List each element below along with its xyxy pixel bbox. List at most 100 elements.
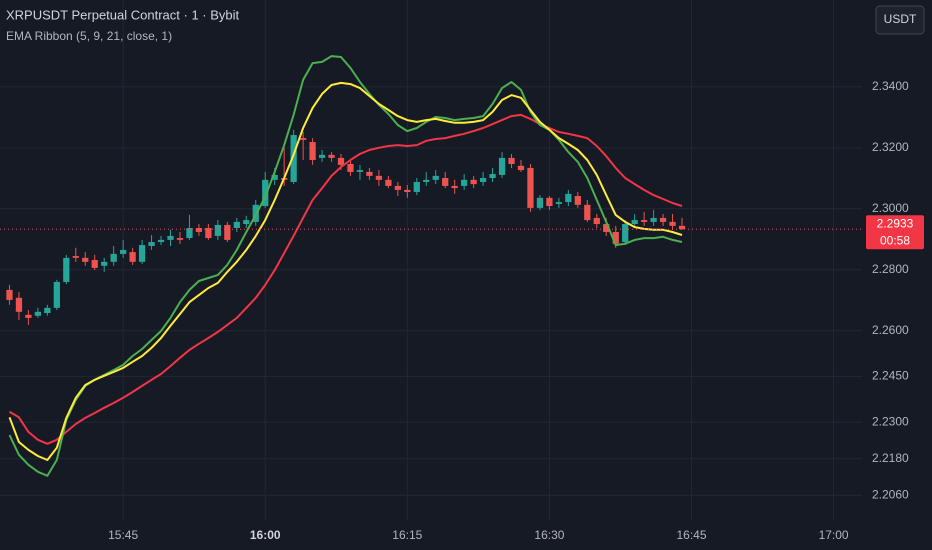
candle-body bbox=[6, 289, 13, 300]
candle-body bbox=[650, 217, 657, 222]
candle-body bbox=[82, 257, 89, 262]
candle-body bbox=[110, 253, 117, 262]
candle-body bbox=[262, 179, 269, 207]
candle-body bbox=[120, 249, 127, 254]
candle-body bbox=[148, 242, 155, 246]
candle-body bbox=[508, 157, 515, 164]
candle-body bbox=[53, 281, 60, 308]
candle-body bbox=[498, 157, 506, 175]
candle-body bbox=[63, 257, 70, 282]
candle-body bbox=[385, 179, 392, 186]
candle-body bbox=[214, 224, 221, 236]
x-tick-label: 16:45 bbox=[676, 528, 706, 542]
x-tick-label: 16:30 bbox=[534, 528, 564, 542]
candle-body bbox=[309, 142, 316, 161]
x-tick-label: 17:00 bbox=[819, 528, 849, 542]
candle-body bbox=[167, 235, 174, 240]
currency-button[interactable] bbox=[875, 5, 925, 35]
y-tick-label: 2.2600 bbox=[872, 323, 909, 337]
last-price-badge bbox=[866, 215, 924, 250]
price-axis bbox=[862, 0, 932, 550]
candle-body bbox=[318, 154, 326, 158]
candle-body bbox=[186, 227, 193, 239]
y-tick-label: 2.3400 bbox=[872, 79, 909, 93]
y-tick-label: 2.2180 bbox=[872, 451, 909, 465]
x-tick-label: 16:00 bbox=[250, 528, 281, 542]
candle-body bbox=[669, 221, 676, 226]
candle-body bbox=[659, 217, 667, 222]
candle-body bbox=[423, 179, 430, 182]
candle-body bbox=[72, 256, 79, 258]
candle-body bbox=[328, 154, 335, 158]
indicator-legend: EMA Ribbon (5, 9, 21, close, 1) bbox=[6, 29, 172, 43]
candle-body bbox=[546, 197, 553, 207]
ema-line bbox=[8, 81, 683, 461]
candle-body bbox=[337, 157, 345, 165]
price-axis-corner bbox=[862, 520, 932, 550]
x-tick-label: 15:45 bbox=[108, 528, 138, 542]
chart-title: XRPUSDT Perpetual Contract · 1 · Bybit bbox=[6, 7, 240, 22]
candle-body bbox=[176, 238, 184, 240]
candle-body bbox=[574, 195, 581, 205]
candle-body bbox=[489, 174, 496, 179]
candle-body bbox=[347, 163, 354, 172]
candle-body bbox=[442, 178, 449, 186]
candle-body bbox=[101, 261, 108, 266]
candle-body bbox=[565, 193, 572, 203]
candle-body bbox=[517, 165, 525, 171]
x-tick-label: 16:15 bbox=[392, 528, 422, 542]
candle-body bbox=[138, 245, 146, 262]
candle-body bbox=[375, 175, 383, 180]
candle-body bbox=[527, 167, 534, 208]
y-tick-label: 2.2450 bbox=[872, 369, 909, 383]
candle-body bbox=[479, 178, 487, 182]
candle-body bbox=[641, 220, 648, 222]
candle-body bbox=[593, 217, 600, 225]
candle-body bbox=[195, 227, 203, 232]
candle-body bbox=[15, 297, 23, 312]
candle-body bbox=[233, 221, 240, 228]
y-tick-label: 2.2060 bbox=[872, 487, 909, 501]
ema-line bbox=[8, 113, 683, 445]
candle-body bbox=[25, 314, 32, 318]
candle-body bbox=[205, 227, 212, 239]
y-tick-label: 2.2800 bbox=[872, 262, 909, 276]
candle-body bbox=[34, 311, 42, 316]
countdown-label: 00:58 bbox=[880, 233, 910, 247]
candle-body bbox=[461, 179, 468, 186]
candle-body bbox=[243, 220, 250, 225]
candle-body bbox=[356, 170, 364, 172]
candle-body bbox=[470, 179, 477, 185]
candle-body bbox=[603, 224, 610, 232]
candle-body bbox=[413, 181, 420, 193]
candle-body bbox=[44, 307, 51, 314]
candle-body bbox=[129, 252, 136, 262]
y-tick-label: 2.3200 bbox=[872, 140, 909, 154]
candle-body bbox=[432, 175, 439, 180]
candle-body bbox=[290, 135, 297, 182]
candle-body bbox=[612, 231, 619, 244]
currency-button-label[interactable]: USDT bbox=[884, 12, 917, 26]
axes: 2.3400 2.3200 2.3000 2.2800 2.2600 2.2450 2.23… bbox=[108, 0, 932, 550]
candle-body bbox=[631, 220, 638, 225]
y-tick-label: 2.3000 bbox=[872, 201, 909, 215]
candle-body bbox=[224, 224, 231, 240]
candle-body bbox=[366, 171, 373, 176]
candle-body bbox=[622, 224, 629, 243]
ema-line bbox=[8, 55, 683, 477]
grid bbox=[0, 0, 862, 520]
plot-area bbox=[0, 55, 862, 477]
candle-body bbox=[555, 202, 563, 204]
candle-body bbox=[91, 260, 98, 268]
candle-body bbox=[299, 138, 307, 140]
candle-body bbox=[157, 239, 165, 243]
y-tick-label: 2.2300 bbox=[872, 414, 909, 428]
candle-body bbox=[451, 185, 458, 189]
candle-body bbox=[536, 197, 544, 208]
candle-body bbox=[394, 185, 401, 190]
last-price-label: 2.2933 bbox=[877, 216, 914, 230]
candle-body bbox=[584, 204, 591, 221]
